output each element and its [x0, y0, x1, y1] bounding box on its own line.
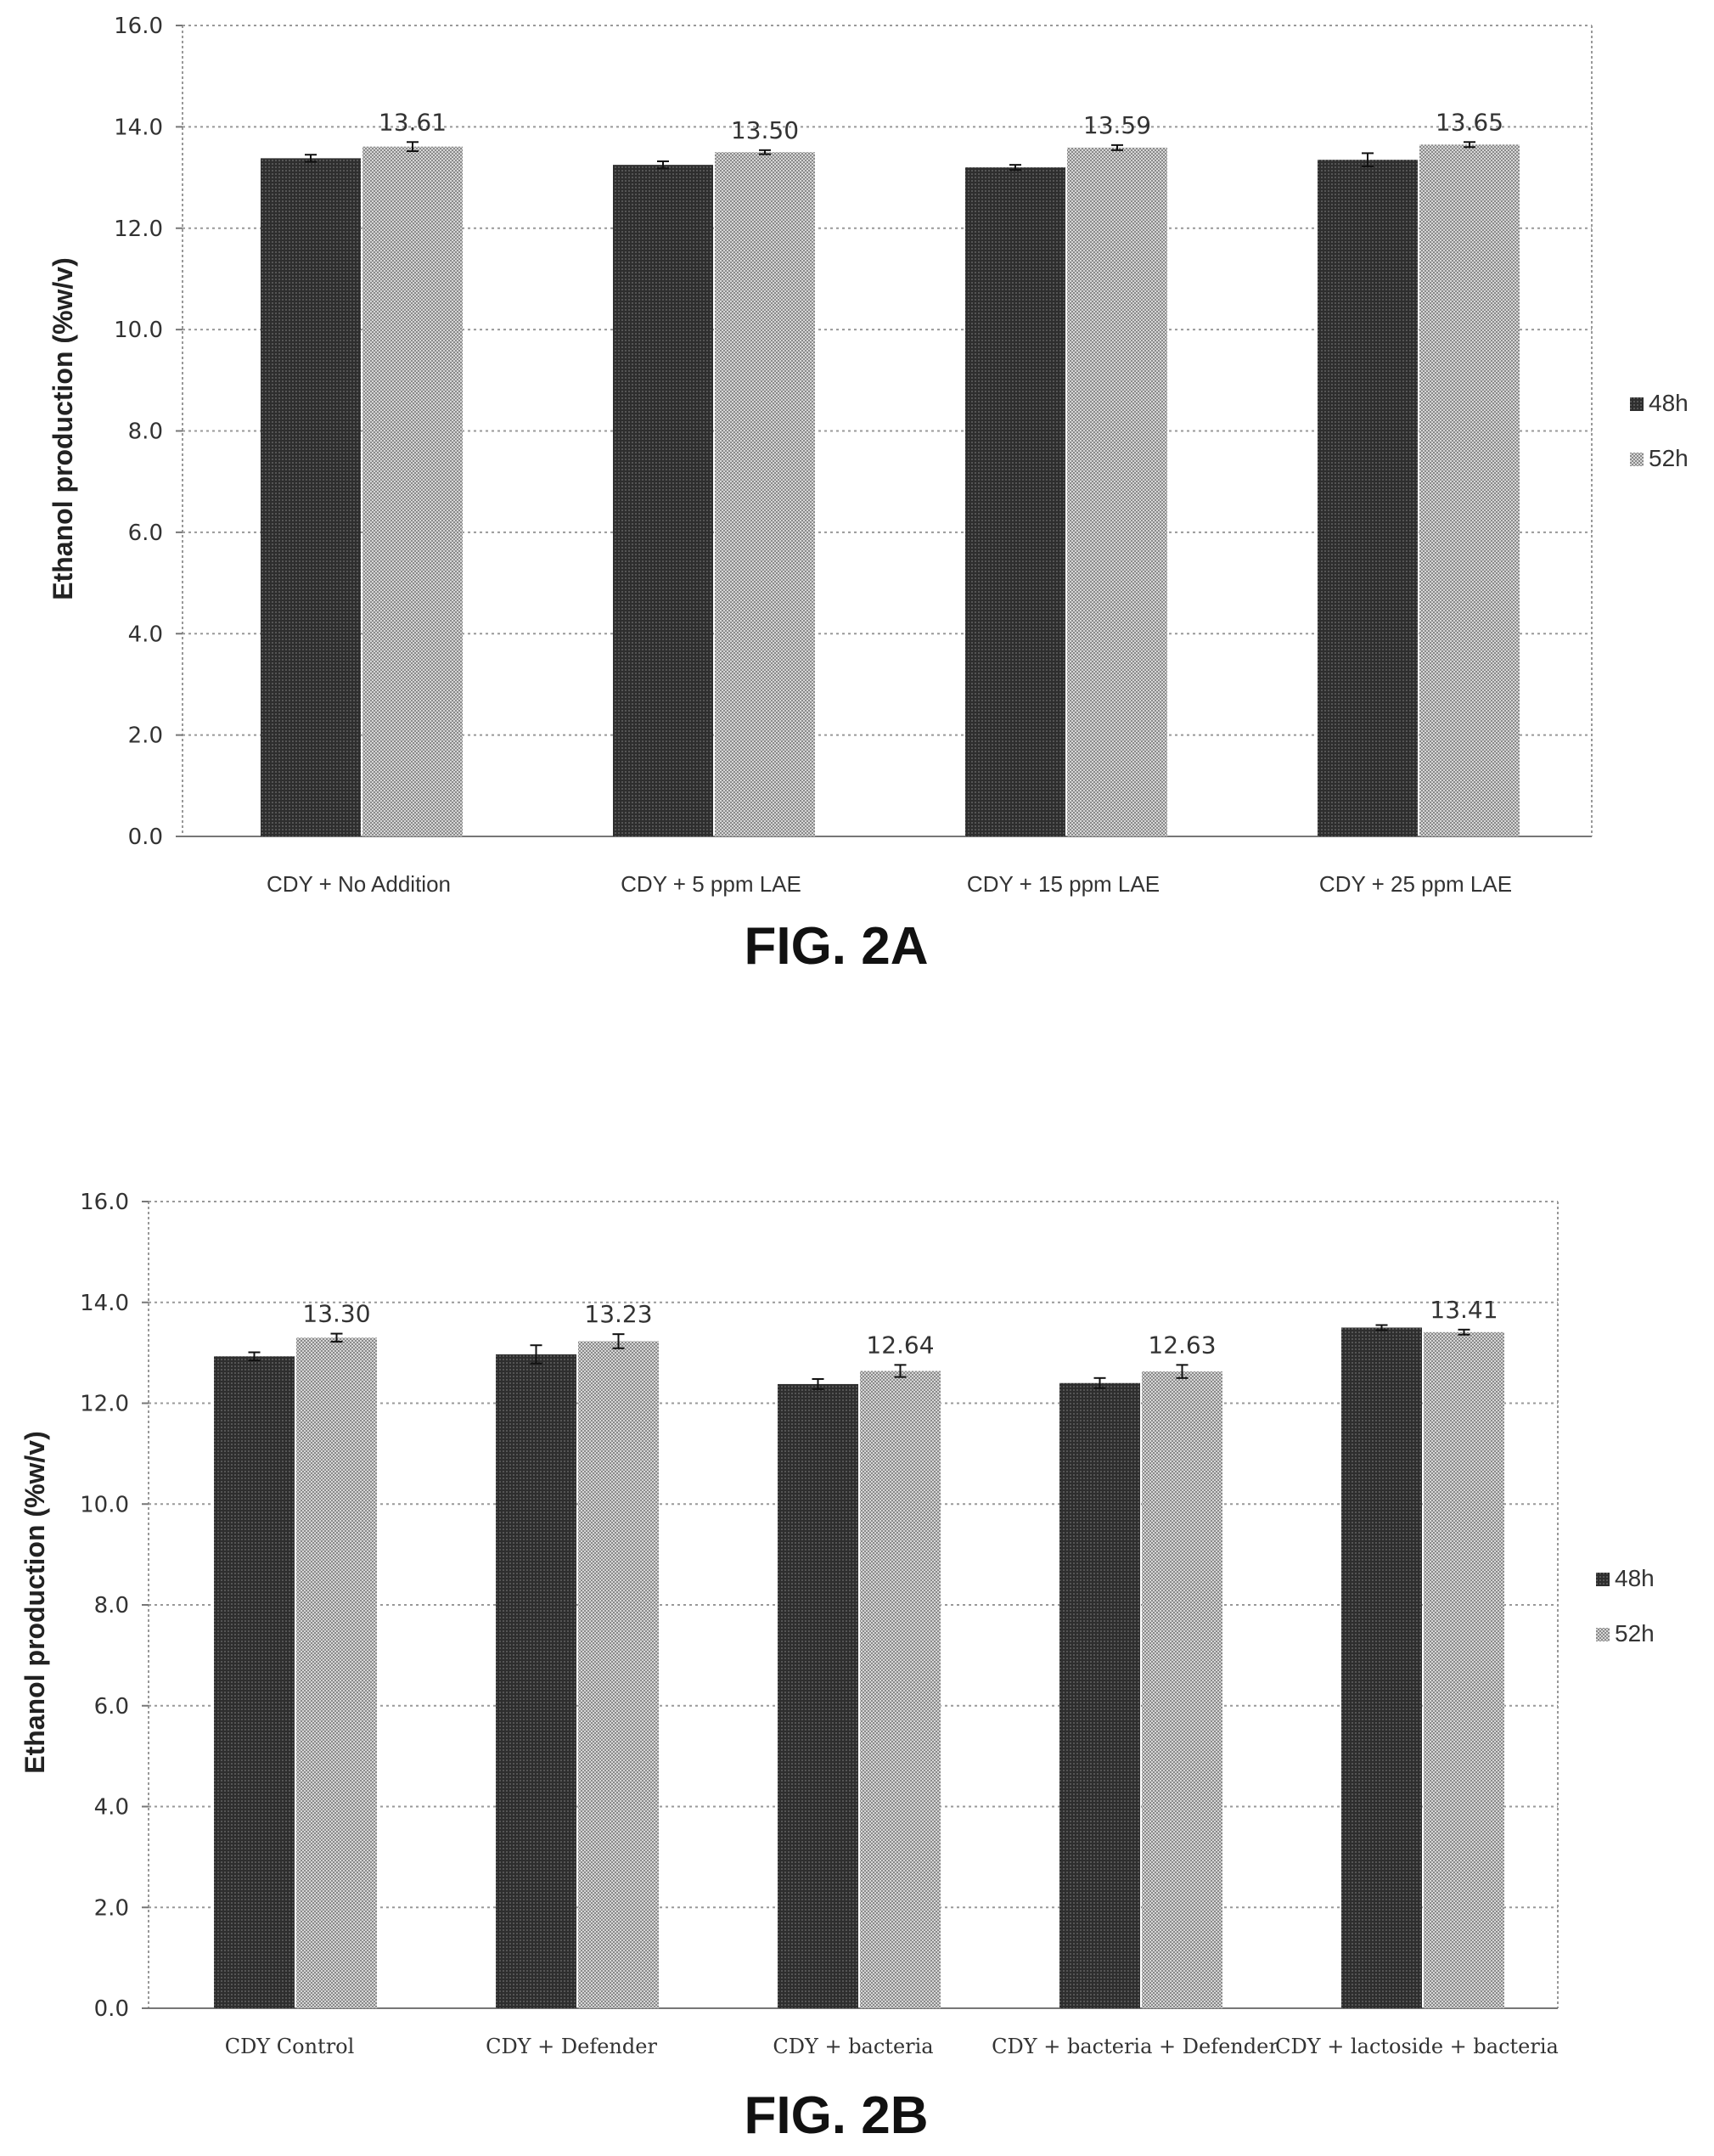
x-category-label: CDY + No Addition	[267, 871, 451, 897]
y-tick-label: 0.0	[128, 825, 163, 850]
data-label: 13.65	[1436, 108, 1503, 136]
bar-52h	[1067, 147, 1167, 837]
data-label: 13.23	[584, 1300, 652, 1328]
x-category-label: CDY + bacteria	[773, 2035, 933, 2058]
bar-52h	[1424, 1331, 1504, 2008]
data-label: 13.50	[731, 116, 799, 144]
legend-label: 52h	[1615, 1620, 1655, 1647]
y-axis-ticks: 0.0 2.0 4.0 6.0 8.0 10.0 12.0 14.0 16.0	[114, 14, 183, 850]
x-category-label: CDY + 5 ppm LAE	[621, 871, 801, 897]
y-tick-label: 6.0	[128, 521, 163, 546]
legend-swatch-48h	[1596, 1573, 1610, 1586]
y-tick-label: 14.0	[80, 1291, 129, 1316]
legend: 48h 52h	[1596, 1565, 1655, 1647]
legend-swatch-48h	[1630, 397, 1644, 411]
bar-48h	[1341, 1327, 1422, 2008]
x-category-label: CDY + 15 ppm LAE	[967, 871, 1160, 897]
y-tick-label: 6.0	[94, 1694, 129, 1720]
y-tick-label: 4.0	[94, 1795, 129, 1821]
bars: 13.30 13.23 12.64 12.63 13.41	[214, 1296, 1504, 2008]
bar-48h	[261, 158, 361, 837]
y-tick-label: 12.0	[80, 1392, 129, 1417]
legend-swatch-52h	[1596, 1628, 1610, 1641]
data-label: 13.41	[1430, 1296, 1498, 1324]
y-axis-title: Ethanol production (%w/v)	[48, 257, 78, 600]
y-axis-title: Ethanol production (%w/v)	[20, 1431, 50, 1774]
y-axis-ticks: 0.0 2.0 4.0 6.0 8.0 10.0 12.0 14.0 16.0	[80, 1190, 149, 2022]
y-tick-label: 14.0	[114, 115, 163, 140]
bar-48h	[496, 1354, 576, 2008]
y-tick-label: 4.0	[128, 622, 163, 647]
y-tick-label: 0.0	[94, 1996, 129, 2022]
data-label: 12.64	[866, 1331, 934, 1359]
y-tick-label: 2.0	[94, 1895, 129, 1921]
y-tick-label: 10.0	[80, 1492, 129, 1517]
bar-52h	[715, 152, 815, 836]
y-tick-label: 2.0	[128, 723, 163, 749]
x-category-label: CDY Control	[225, 2035, 355, 2058]
bar-48h	[613, 165, 713, 836]
y-tick-label: 16.0	[80, 1190, 129, 1215]
data-label: 13.59	[1083, 111, 1151, 139]
legend-swatch-52h	[1630, 453, 1644, 466]
x-category-label: CDY + 25 ppm LAE	[1319, 871, 1512, 897]
bar-52h	[860, 1371, 941, 2008]
y-tick-label: 8.0	[128, 419, 163, 445]
bar-48h	[1318, 160, 1418, 836]
bars: 13.61 13.50 13.59 13.65	[261, 108, 1520, 837]
x-category-label: CDY + Defender	[486, 2035, 657, 2058]
bar-48h	[778, 1383, 858, 2008]
bar-48h	[1059, 1382, 1140, 2008]
y-tick-label: 12.0	[114, 217, 163, 242]
x-category-label: CDY + bacteria + Defender	[992, 2035, 1278, 2058]
figure-caption: FIG. 2A	[744, 917, 928, 976]
y-tick-label: 16.0	[114, 14, 163, 39]
y-tick-label: 8.0	[94, 1593, 129, 1618]
x-axis-labels: CDY + No Addition CDY + 5 ppm LAE CDY + 15…	[267, 871, 1512, 897]
bar-52h	[1142, 1371, 1222, 2008]
bar-52h	[578, 1341, 659, 2008]
figure-caption: FIG. 2B	[744, 2086, 928, 2145]
y-tick-label: 10.0	[114, 318, 163, 343]
bar-48h	[214, 1356, 295, 2008]
data-label: 12.63	[1148, 1331, 1216, 1359]
legend-label: 52h	[1649, 445, 1689, 471]
x-category-label: CDY + lactoside + bacteria	[1275, 2035, 1559, 2058]
chart-fig-2b: 13.30 13.23 12.64 12.63 13.41 0.0 2.0 4.0 6.0 8.…	[20, 1190, 1655, 2145]
data-label: 13.61	[379, 108, 447, 136]
bar-52h	[296, 1337, 377, 2008]
legend: 48h 52h	[1630, 390, 1689, 471]
data-label: 13.30	[302, 1300, 370, 1328]
legend-label: 48h	[1649, 390, 1689, 416]
chart-fig-2a: 13.61 13.50 13.59 13.65 0.0 2.0 4.0 6.0 8.0 10.0…	[48, 14, 1689, 976]
x-axis-labels: CDY Control CDY + Defender CDY + bacteria C…	[225, 2035, 1559, 2058]
legend-label: 48h	[1615, 1565, 1655, 1591]
bar-52h	[362, 146, 463, 836]
bar-48h	[965, 167, 1065, 836]
bar-52h	[1419, 144, 1520, 836]
